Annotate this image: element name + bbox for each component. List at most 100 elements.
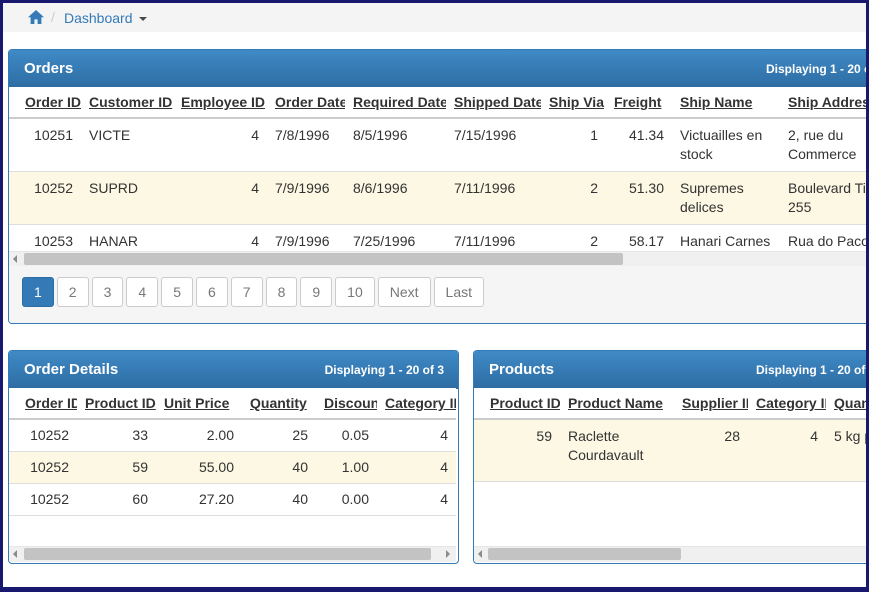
table-cell[interactable]: 8/5/1996 (345, 118, 446, 172)
page-button-7[interactable]: 7 (230, 277, 263, 307)
table-cell[interactable]: 7/9/1996 (267, 171, 345, 225)
table-cell[interactable]: Boulevard Tirou, 255 (780, 171, 869, 225)
table-cell[interactable]: 4 (377, 419, 456, 452)
column-header-product-id[interactable]: Product ID (77, 388, 156, 420)
table-cell[interactable]: HANAR (81, 224, 173, 251)
breadcrumb-dashboard-link[interactable]: Dashboard (64, 10, 147, 26)
column-header-ship-name[interactable]: Ship Name (672, 87, 780, 119)
page-button-10[interactable]: 10 (335, 277, 375, 307)
next-page-button[interactable]: Next (377, 277, 431, 307)
table-cell[interactable]: 40 (242, 483, 316, 516)
table-cell[interactable]: 5 kg pkg. (826, 419, 869, 482)
page-button-6[interactable]: 6 (195, 277, 228, 307)
table-cell[interactable]: 10252 (9, 451, 77, 484)
table-cell[interactable]: VICTE (81, 118, 173, 172)
table-cell[interactable]: 33 (77, 419, 156, 452)
page-button-3[interactable]: 3 (91, 277, 124, 307)
column-header-quantity[interactable]: Quantity (242, 388, 316, 420)
table-cell[interactable]: Victuailles en stock (672, 118, 780, 172)
table-cell[interactable]: 2 (541, 171, 606, 225)
table-cell[interactable]: Raclette Courdavault (560, 419, 674, 482)
scroll-right-icon[interactable] (446, 550, 450, 558)
column-header-order-id[interactable]: Order ID (9, 388, 77, 420)
page-button-8[interactable]: 8 (265, 277, 298, 307)
table-cell[interactable]: 40 (242, 451, 316, 484)
table-cell[interactable]: 10253 (9, 224, 81, 251)
table-cell[interactable]: 55.00 (156, 451, 242, 484)
table-cell[interactable]: 7/11/1996 (446, 171, 541, 225)
home-icon[interactable] (28, 10, 44, 25)
scrollbar-thumb[interactable] (488, 548, 681, 560)
horizontal-scrollbar[interactable] (474, 546, 869, 562)
table-cell[interactable]: Rua do Paco, 67 (780, 224, 869, 251)
table-cell[interactable]: 4 (377, 451, 456, 484)
table-cell[interactable]: 25 (242, 419, 316, 452)
table-cell[interactable]: 10251 (9, 118, 81, 172)
table-cell[interactable]: 4 (173, 118, 267, 172)
table-cell[interactable]: Supremes delices (672, 171, 780, 225)
page-button-5[interactable]: 5 (161, 277, 193, 307)
table-cell[interactable]: 4 (377, 483, 456, 516)
column-header-ship-address[interactable]: Ship Address (780, 87, 869, 119)
column-header-quantity-per-unit[interactable]: Quantity Per Unit (826, 388, 869, 420)
column-header-product-id[interactable]: Product ID (474, 388, 560, 420)
table-cell[interactable]: 27.20 (156, 483, 242, 516)
page-button-1[interactable]: 1 (22, 277, 54, 307)
table-cell[interactable]: 0.00 (316, 483, 377, 516)
table-cell[interactable]: 8/6/1996 (345, 171, 446, 225)
horizontal-scrollbar[interactable] (9, 546, 456, 562)
table-cell[interactable]: 7/9/1996 (267, 224, 345, 251)
table-cell[interactable]: 28 (674, 419, 748, 482)
table-cell[interactable]: 4 (173, 171, 267, 225)
table-cell[interactable]: 7/8/1996 (267, 118, 345, 172)
column-header-discount[interactable]: Discount (316, 388, 377, 420)
table-cell[interactable]: 7/15/1996 (446, 118, 541, 172)
table-cell[interactable]: 1 (541, 118, 606, 172)
column-header-supplier-id[interactable]: Supplier ID (674, 388, 748, 420)
table-cell[interactable]: 41.34 (606, 118, 672, 172)
table-cell[interactable]: 2 (541, 224, 606, 251)
column-header-ship-via[interactable]: Ship Via (541, 87, 606, 119)
table-cell[interactable]: 10252 (9, 171, 81, 225)
orders-table: Order ID Customer ID Employee ID Order D… (9, 87, 869, 251)
column-header-order-id[interactable]: Order ID (9, 87, 81, 119)
page-button-9[interactable]: 9 (300, 277, 333, 307)
column-header-unit-price[interactable]: Unit Price (156, 388, 242, 420)
table-cell[interactable]: 59 (77, 451, 156, 484)
scroll-left-icon[interactable] (13, 255, 17, 263)
table-cell[interactable]: 60 (77, 483, 156, 516)
table-cell[interactable]: 4 (748, 419, 826, 482)
column-header-category-id[interactable]: Category ID (748, 388, 826, 420)
column-header-order-date[interactable]: Order Date (267, 87, 345, 119)
table-cell[interactable]: SUPRD (81, 171, 173, 225)
scrollbar-thumb[interactable] (24, 548, 431, 560)
table-cell[interactable]: 2, rue du Commerce (780, 118, 869, 172)
table-cell[interactable]: 0.05 (316, 419, 377, 452)
column-header-employee-id[interactable]: Employee ID (173, 87, 267, 119)
table-cell[interactable]: 4 (173, 224, 267, 251)
table-cell[interactable]: 10252 (9, 419, 77, 452)
page-button-2[interactable]: 2 (56, 277, 89, 307)
table-cell[interactable]: 59 (474, 419, 560, 482)
table-cell[interactable]: 2.00 (156, 419, 242, 452)
orders-pagination: 1 2 3 4 5 6 7 8 9 10 Next Last (9, 266, 869, 323)
scroll-left-icon[interactable] (13, 550, 17, 558)
table-cell[interactable]: 1.00 (316, 451, 377, 484)
column-header-category-id[interactable]: Category ID (377, 388, 456, 420)
column-header-required-date[interactable]: Required Date (345, 87, 446, 119)
scroll-left-icon[interactable] (478, 550, 482, 558)
table-cell[interactable]: 7/11/1996 (446, 224, 541, 251)
column-header-product-name[interactable]: Product Name (560, 388, 674, 420)
page-button-4[interactable]: 4 (126, 277, 159, 307)
column-header-freight[interactable]: Freight (606, 87, 672, 119)
table-cell[interactable]: 10252 (9, 483, 77, 516)
scrollbar-thumb[interactable] (24, 253, 623, 265)
horizontal-scrollbar[interactable] (9, 251, 869, 267)
table-cell[interactable]: 7/25/1996 (345, 224, 446, 251)
table-cell[interactable]: Hanari Carnes (672, 224, 780, 251)
last-page-button[interactable]: Last (433, 277, 485, 307)
table-cell[interactable]: 58.17 (606, 224, 672, 251)
column-header-shipped-date[interactable]: Shipped Date (446, 87, 541, 119)
column-header-customer-id[interactable]: Customer ID (81, 87, 173, 119)
table-cell[interactable]: 51.30 (606, 171, 672, 225)
